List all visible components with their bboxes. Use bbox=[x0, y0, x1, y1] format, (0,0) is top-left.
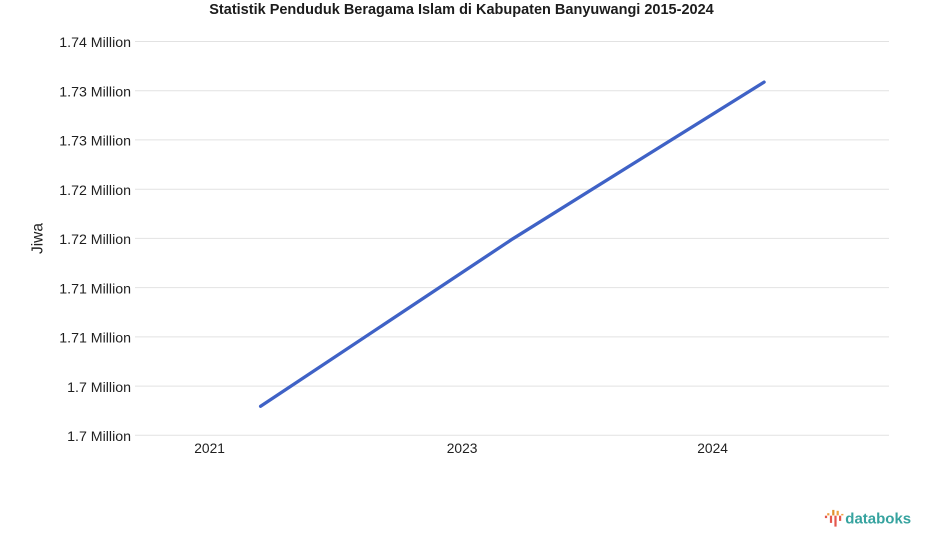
svg-text:1.7 Million: 1.7 Million bbox=[67, 429, 131, 445]
svg-text:2024: 2024 bbox=[697, 441, 728, 456]
svg-text:1.7 Million: 1.7 Million bbox=[67, 380, 131, 396]
svg-text:1.72 Million: 1.72 Million bbox=[59, 232, 131, 248]
svg-text:2023: 2023 bbox=[447, 441, 478, 456]
svg-text:1.73 Million: 1.73 Million bbox=[59, 134, 131, 150]
svg-text:2021: 2021 bbox=[194, 441, 225, 456]
svg-text:databoks: databoks bbox=[845, 511, 911, 528]
svg-text:Jiwa: Jiwa bbox=[30, 223, 47, 254]
svg-text:1.71 Million: 1.71 Million bbox=[59, 331, 131, 347]
svg-text:1.73 Million: 1.73 Million bbox=[59, 84, 131, 100]
svg-text:1.71 Million: 1.71 Million bbox=[59, 281, 131, 297]
svg-text:Statistik Penduduk Beragama Is: Statistik Penduduk Beragama Islam di Kab… bbox=[209, 2, 713, 18]
svg-text:1.74 Million: 1.74 Million bbox=[59, 35, 131, 51]
svg-text:1.72 Million: 1.72 Million bbox=[59, 183, 131, 199]
